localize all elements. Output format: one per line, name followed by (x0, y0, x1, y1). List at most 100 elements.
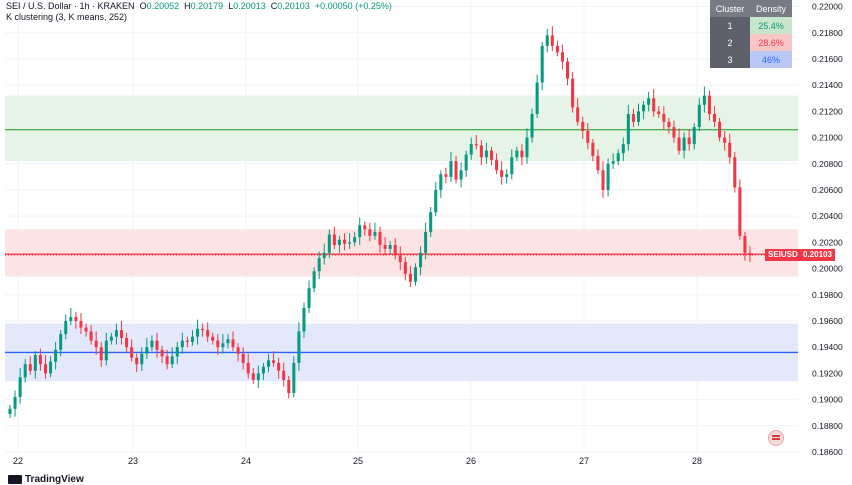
candle-body (571, 78, 575, 108)
candle (469, 137, 473, 160)
candle-body (697, 104, 701, 128)
candle-body (545, 35, 549, 46)
candle (43, 355, 47, 379)
candle-body (566, 61, 570, 79)
candle (560, 44, 564, 70)
price-tick-label: 0.19000 (812, 395, 843, 405)
cluster-index: 3 (710, 51, 750, 68)
candle (606, 158, 610, 197)
price-tick-label: 0.21600 (812, 54, 843, 64)
high-value: 0.20179 (190, 1, 224, 11)
candle (596, 149, 600, 175)
price-tick-label: 0.20400 (812, 211, 843, 221)
candle-body (13, 396, 17, 409)
candle (702, 86, 706, 113)
price-tick-label: 0.19400 (812, 342, 843, 352)
candle-body (373, 231, 377, 236)
candle (327, 229, 331, 259)
candle-body (728, 142, 732, 158)
tradingview-logo[interactable]: TradingView (8, 474, 84, 485)
price-tick-label: 0.20800 (812, 159, 843, 169)
candle-body (327, 234, 331, 253)
candle-body (99, 347, 103, 361)
candle (697, 98, 701, 132)
candle (206, 322, 210, 342)
candle-body (312, 271, 316, 289)
candle-body (28, 364, 32, 371)
candle-body (555, 45, 559, 53)
time-tick-label: 28 (692, 456, 702, 466)
candle-body (535, 82, 539, 114)
candle-body (692, 127, 696, 145)
candle (479, 140, 483, 166)
candle (489, 146, 494, 166)
candle (261, 362, 265, 380)
candle (84, 323, 88, 337)
candle-body (378, 231, 382, 245)
candle (302, 302, 306, 339)
candle (723, 131, 727, 151)
candle (307, 280, 311, 314)
candle (530, 108, 534, 143)
candle-body (398, 255, 402, 263)
candle (332, 226, 336, 249)
candle-body (606, 163, 610, 190)
candle (282, 362, 286, 387)
candle-body (505, 174, 509, 177)
candle (662, 106, 666, 130)
candle (718, 117, 722, 142)
candle-body (190, 336, 194, 342)
candle (571, 72, 575, 113)
candle-body (343, 239, 347, 244)
candle-body (419, 252, 423, 268)
candle (586, 123, 590, 150)
cluster-row: 2 28.6% (710, 34, 792, 51)
candle-body (292, 362, 296, 394)
candle-body (449, 161, 453, 177)
candle (28, 356, 32, 375)
candle (738, 179, 742, 240)
candle (13, 390, 17, 417)
cluster-zones (5, 95, 798, 382)
candle (256, 365, 260, 388)
candle-body (515, 150, 519, 158)
candle-body (302, 307, 306, 332)
change-value: +0.00050 (+0.25%) (314, 1, 392, 11)
indicator-label[interactable]: K clustering (3, K means, 252) (6, 12, 128, 22)
candle (505, 169, 509, 184)
candle (104, 332, 108, 366)
candle (114, 323, 118, 345)
candle (692, 123, 696, 150)
candle (196, 319, 200, 345)
candle-body (130, 347, 134, 358)
candle-body (363, 225, 367, 230)
candle (520, 144, 524, 166)
candle-body (596, 155, 600, 171)
us-flag-icon[interactable] (768, 430, 784, 446)
candle-body (211, 336, 215, 341)
candle-body (8, 408, 12, 415)
candle (353, 231, 357, 247)
candle-body (145, 347, 149, 354)
candle-body (196, 328, 200, 337)
candle (621, 137, 625, 162)
price-tick-label: 0.19800 (812, 290, 843, 300)
candle (89, 324, 93, 345)
candle-body (297, 331, 301, 363)
candle (454, 155, 458, 184)
candle (515, 146, 519, 162)
candle (155, 332, 159, 358)
candle (378, 226, 382, 253)
cluster-row: 3 46% (710, 51, 792, 68)
candle (337, 235, 341, 253)
price-axis: 0.22000 0.21800 0.21600 0.21400 0.21200 0.210… (812, 2, 843, 457)
candle-body (165, 356, 169, 365)
symbol-title[interactable]: SEI / U.S. Dollar · 1h · KRAKEN (6, 1, 135, 11)
time-tick-label: 25 (353, 456, 363, 466)
candle (49, 356, 53, 378)
candle (348, 233, 352, 249)
candle-body (322, 252, 326, 259)
candle (119, 320, 124, 345)
candle (403, 256, 407, 281)
